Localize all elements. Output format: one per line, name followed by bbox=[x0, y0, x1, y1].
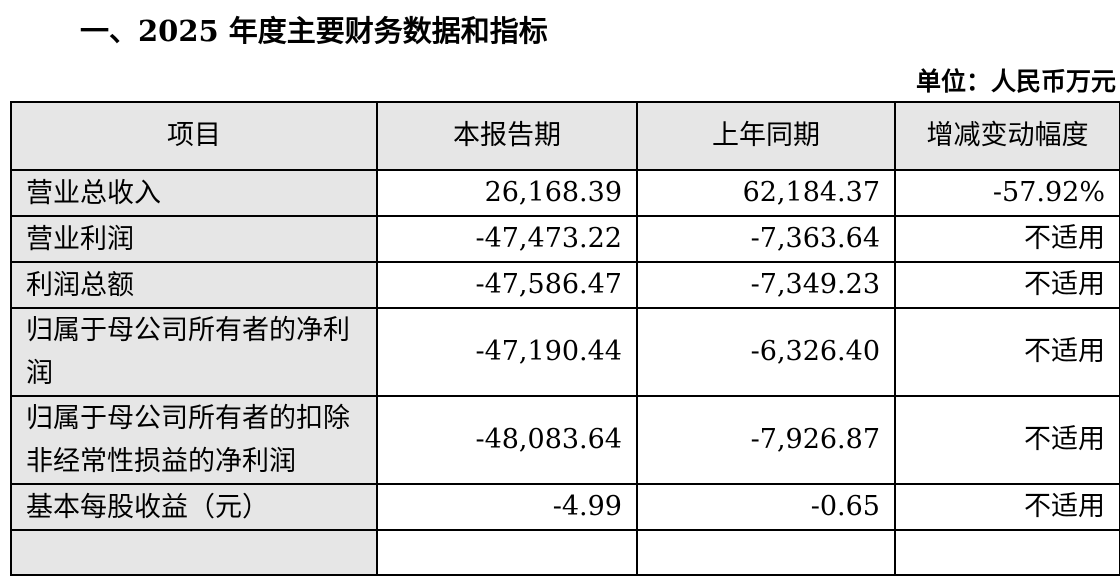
row-label bbox=[10, 529, 378, 576]
table-row: 基本每股收益（元） -4.99 -0.65 不适用 bbox=[10, 483, 1120, 531]
row-label: 营业总收入 bbox=[10, 169, 378, 217]
financial-table: 项目 本报告期 上年同期 增减变动幅度 营业总收入 26,168.39 62,184… bbox=[10, 101, 1120, 576]
row-label: 营业利润 bbox=[10, 215, 378, 263]
header-row: 项目 本报告期 上年同期 增减变动幅度 bbox=[10, 101, 1120, 171]
cell: 不适用 bbox=[894, 395, 1120, 485]
row-label: 基本每股收益（元） bbox=[10, 483, 378, 531]
cell: -4.99 bbox=[376, 483, 638, 531]
header-item: 项目 bbox=[10, 101, 378, 171]
table-row: 归属于母公司所有者的扣除非经常性损益的净利润 -48,083.64 -7,926.8… bbox=[10, 395, 1120, 485]
cell: 62,184.37 bbox=[636, 169, 896, 217]
table-row: 营业利润 -47,473.22 -7,363.64 不适用 bbox=[10, 215, 1120, 263]
cell bbox=[894, 529, 1120, 576]
cell: 26,168.39 bbox=[376, 169, 638, 217]
cell: -7,363.64 bbox=[636, 215, 896, 263]
cell: -47,473.22 bbox=[376, 215, 638, 263]
cell: -47,190.44 bbox=[376, 307, 638, 397]
cell bbox=[636, 529, 896, 576]
header-prior: 上年同期 bbox=[636, 101, 896, 171]
cell: 不适用 bbox=[894, 483, 1120, 531]
cell: 不适用 bbox=[894, 215, 1120, 263]
cell: -48,083.64 bbox=[376, 395, 638, 485]
cell bbox=[376, 529, 638, 576]
cell: -57.92% bbox=[894, 169, 1120, 217]
row-label: 利润总额 bbox=[10, 261, 378, 309]
cell: -7,349.23 bbox=[636, 261, 896, 309]
section-title: 一、2025 年度主要财务数据和指标 bbox=[80, 14, 548, 48]
table-row: 归属于母公司所有者的净利润 -47,190.44 -6,326.40 不适用 bbox=[10, 307, 1120, 397]
row-label: 归属于母公司所有者的扣除非经常性损益的净利润 bbox=[10, 395, 378, 485]
row-label: 归属于母公司所有者的净利润 bbox=[10, 307, 378, 397]
header-change: 增减变动幅度 bbox=[894, 101, 1120, 171]
cell: 不适用 bbox=[894, 307, 1120, 397]
table-row: 营业总收入 26,168.39 62,184.37 -57.92% bbox=[10, 169, 1120, 217]
table-row-partial bbox=[10, 529, 1120, 576]
cell: -0.65 bbox=[636, 483, 896, 531]
table-row: 利润总额 -47,586.47 -7,349.23 不适用 bbox=[10, 261, 1120, 309]
cell: 不适用 bbox=[894, 261, 1120, 309]
cell: -47,586.47 bbox=[376, 261, 638, 309]
header-current: 本报告期 bbox=[376, 101, 638, 171]
unit-label: 单位：人民币万元 bbox=[915, 67, 1116, 96]
cell: -7,926.87 bbox=[636, 395, 896, 485]
cell: -6,326.40 bbox=[636, 307, 896, 397]
